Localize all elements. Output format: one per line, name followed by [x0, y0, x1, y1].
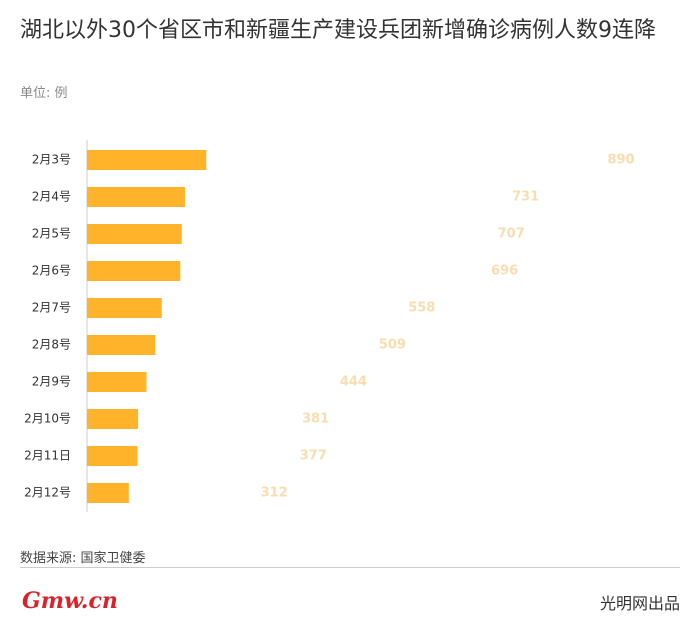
bar: [87, 224, 182, 244]
y-tick-label: 2月7号: [32, 301, 71, 315]
value-label: 890: [607, 153, 634, 168]
bar: [87, 335, 156, 355]
bar: [87, 483, 129, 503]
divider: [20, 567, 680, 568]
y-tick-label: 2月3号: [32, 153, 71, 167]
value-label: 696: [491, 264, 518, 279]
unit-note: 单位: 例: [20, 86, 68, 101]
bar: [87, 372, 147, 392]
logo: Gmw.cn: [22, 588, 118, 614]
value-label: 377: [300, 449, 327, 464]
bar: [87, 298, 162, 318]
y-tick-label: 2月11日: [24, 449, 71, 463]
bar: [87, 187, 185, 207]
bar: [87, 409, 139, 429]
source-note: 数据来源: 国家卫健委: [20, 551, 146, 566]
bar: [87, 446, 138, 466]
y-tick-label: 2月6号: [32, 264, 71, 278]
y-tick-label: 2月4号: [32, 190, 71, 204]
value-label: 312: [261, 486, 288, 501]
value-label: 558: [408, 301, 435, 316]
chart: 2月3号 890 2月4号 731 2月5号 707 2月6号 696 2月7号 558 2月8号 5…: [24, 140, 635, 512]
brand: 光明网出品: [599, 594, 680, 613]
value-label: 707: [498, 227, 525, 242]
bar: [87, 150, 207, 170]
chart-title: 湖北以外30个省区市和新疆生产建设兵团新增确诊病例人数9连降: [20, 18, 656, 43]
y-tick-label: 2月9号: [32, 375, 71, 389]
value-label: 381: [302, 412, 329, 427]
value-label: 444: [340, 375, 367, 390]
y-tick-label: 2月10号: [24, 412, 71, 426]
y-tick-label: 2月12号: [24, 486, 71, 500]
y-tick-label: 2月5号: [32, 227, 71, 241]
bar: [87, 261, 181, 281]
value-label: 731: [512, 190, 539, 205]
y-tick-label: 2月8号: [32, 338, 71, 352]
value-label: 509: [379, 338, 406, 353]
